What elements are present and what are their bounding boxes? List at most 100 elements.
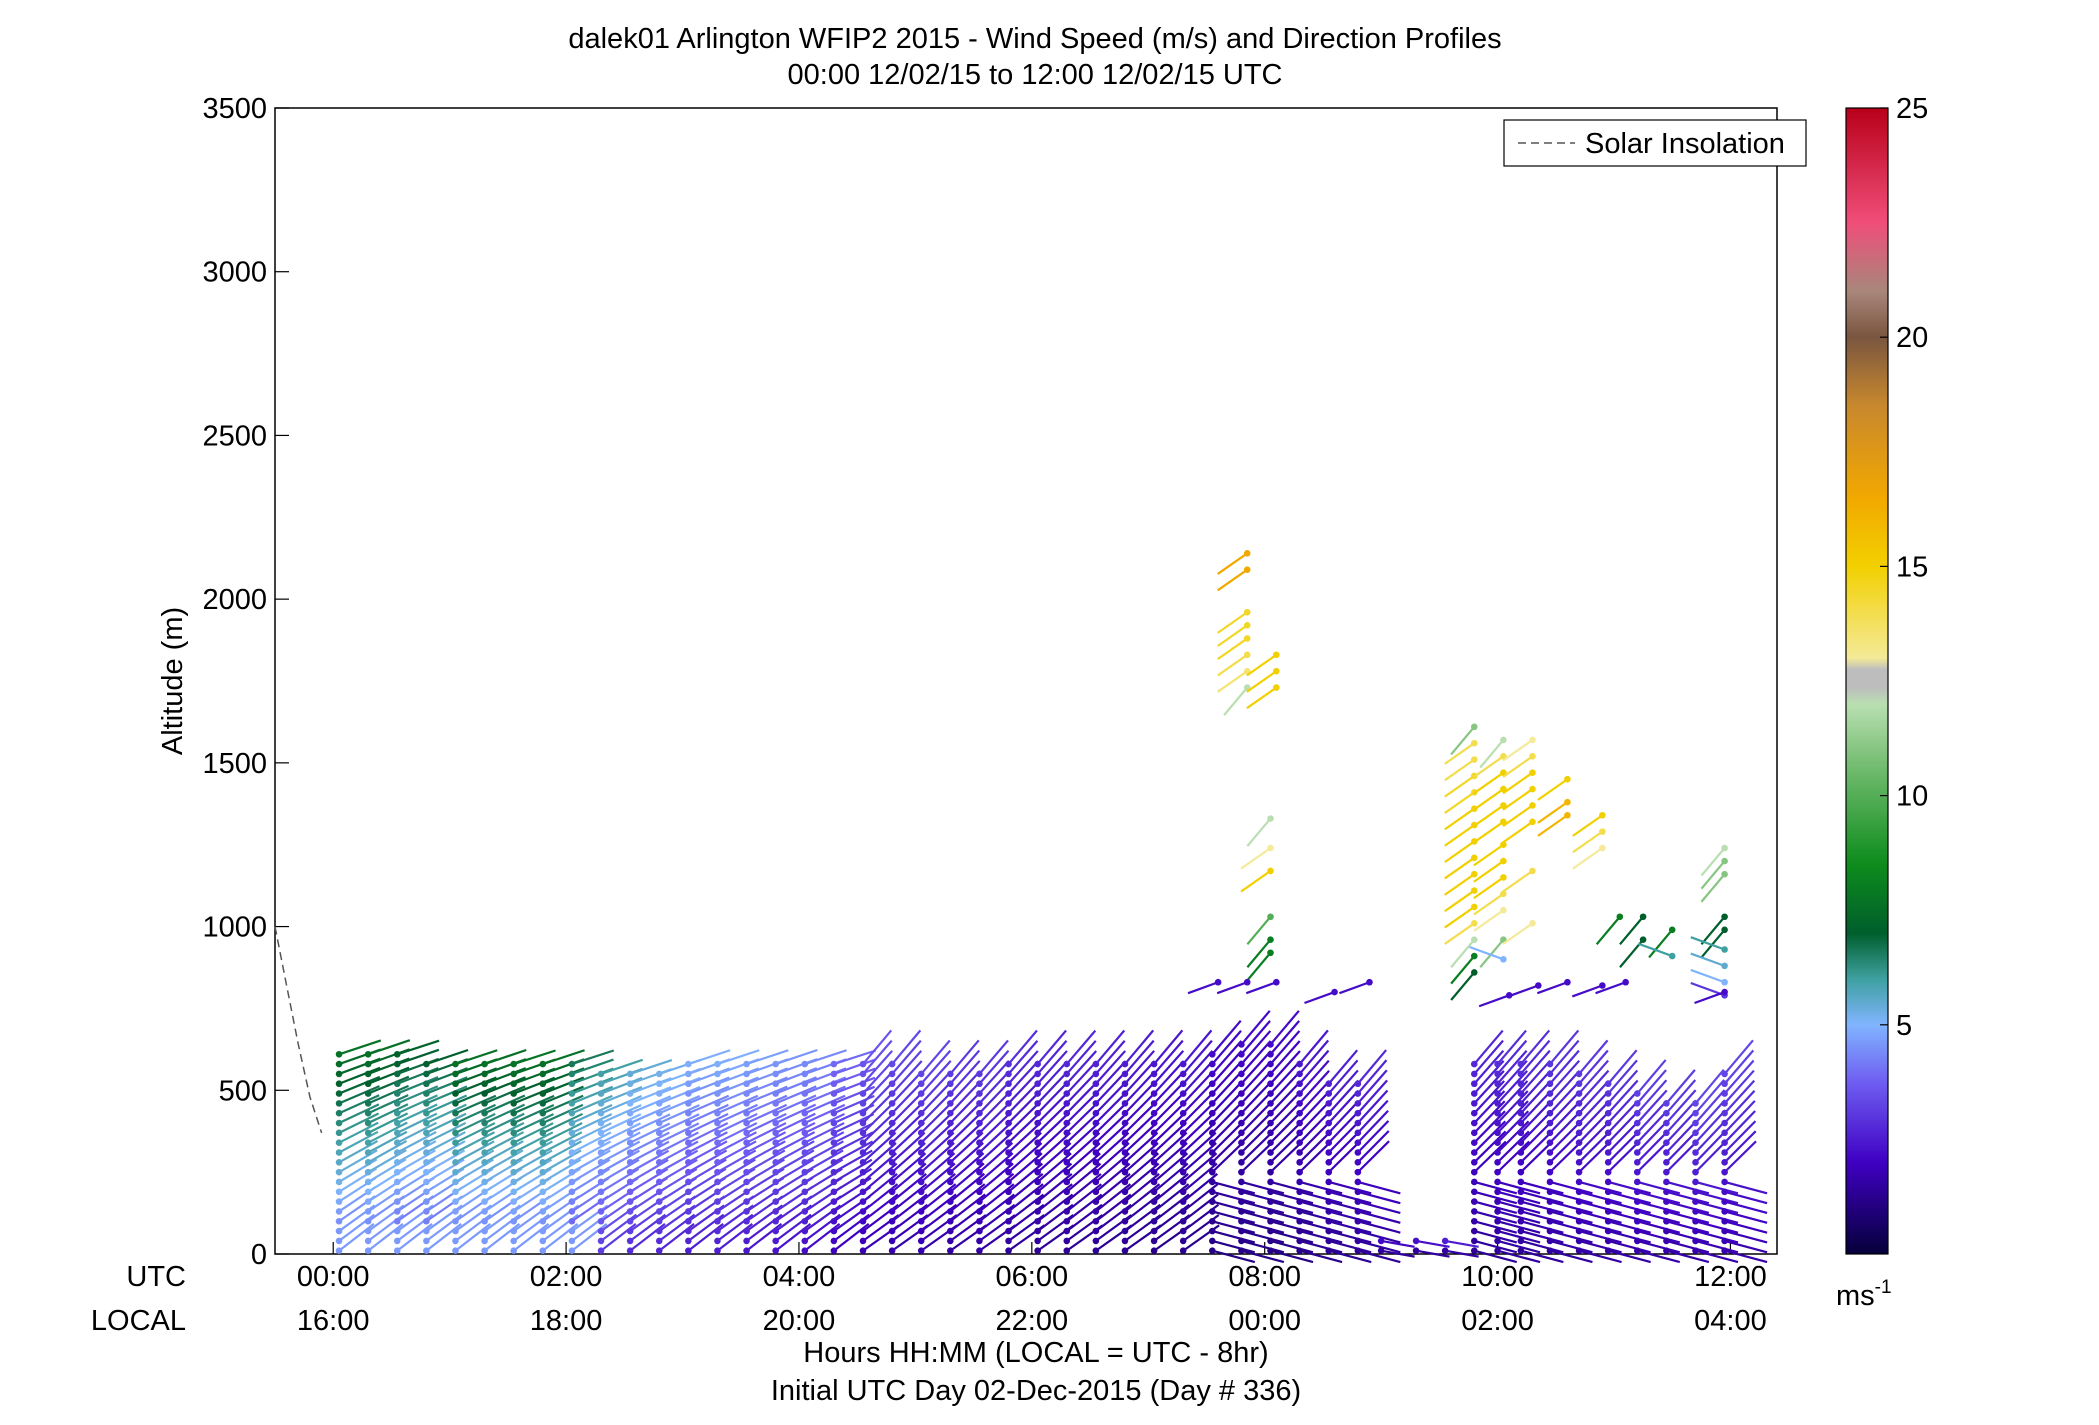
wind-barb-dot [452, 1188, 459, 1196]
wind-barb [1240, 1030, 1272, 1065]
wind-barb [833, 1140, 874, 1164]
wind-barb [1211, 1050, 1243, 1085]
wind-barb-dot [1325, 1109, 1333, 1117]
wind-barb [1636, 1109, 1669, 1144]
wind-barb [1520, 1220, 1564, 1234]
wind-barb-dot [452, 1168, 459, 1176]
wind-barb-dot [1238, 1227, 1245, 1235]
wind-barb-dot [452, 1060, 459, 1068]
wind-barb-dot [364, 1070, 372, 1078]
wind-barb-dot [1663, 1178, 1670, 1186]
wind-barb-dot [1546, 1080, 1554, 1088]
wind-barb-dot [830, 1080, 838, 1088]
wind-barb [1124, 1131, 1159, 1164]
wind-barb [1607, 1230, 1651, 1244]
wind-barb [1578, 1120, 1611, 1154]
wind-barb [1502, 788, 1534, 811]
wind-barb [1502, 870, 1534, 893]
wind-barb-dot [364, 1208, 372, 1215]
wind-barb-dot [626, 1109, 634, 1117]
wind-barb [1299, 1230, 1343, 1244]
wind-barb-dot [888, 1227, 896, 1235]
wind-barb-dot [335, 1139, 343, 1146]
wind-barb-dot [1663, 1129, 1670, 1137]
wind-barb-dot [1354, 1090, 1362, 1097]
wind-barb [1724, 1210, 1768, 1224]
wind-barb [1357, 1220, 1401, 1234]
wind-barb [1549, 1220, 1593, 1234]
wind-barb-dot [423, 1149, 430, 1156]
wind-barb-dot [1692, 1139, 1699, 1146]
wind-barb [1473, 1200, 1518, 1215]
wind-barb [658, 1085, 701, 1105]
wind-barb [1211, 1090, 1244, 1124]
wind-barb [949, 1162, 985, 1193]
wind-barb [1695, 1220, 1739, 1234]
wind-barb [833, 1076, 876, 1095]
wind-barb-dot [1546, 1119, 1554, 1127]
wind-barb [775, 1112, 816, 1134]
wind-barb [1007, 1131, 1042, 1164]
wind-barb [367, 1139, 408, 1164]
local-row-label: LOCAL [91, 1305, 186, 1337]
wind-barb-dot [976, 1090, 983, 1097]
colorbar-tick-label: 10 [1896, 781, 1928, 813]
colorbar-unit-exp: -1 [1875, 1277, 1892, 1298]
wind-barb [775, 1085, 817, 1105]
wind-barb [1241, 1200, 1285, 1215]
wind-barb-dot [685, 1080, 692, 1088]
wind-barb-dot [859, 1198, 867, 1205]
wind-barb [949, 1039, 980, 1075]
wind-barb-dot [481, 1159, 488, 1166]
wind-barb-dot [1377, 1237, 1385, 1245]
wind-barb-dot [364, 1188, 372, 1196]
wind-barb [1182, 1029, 1213, 1065]
wind-barb-dot [830, 1149, 838, 1156]
wind-barb [338, 1094, 380, 1115]
wind-barb-dot [1470, 1060, 1478, 1068]
wind-barb [1298, 1059, 1330, 1095]
wind-barb [1607, 1249, 1651, 1264]
wind-barb-dot [888, 1159, 896, 1166]
wind-barb-dot [1470, 969, 1478, 976]
wind-barb [1520, 1230, 1564, 1244]
wind-barb-dot [1034, 1100, 1041, 1107]
wind-barb-dot [714, 1227, 721, 1235]
wind-barb-dot [393, 1247, 401, 1255]
wind-barb [1723, 1120, 1757, 1154]
wind-barb-dot [1092, 1168, 1100, 1176]
wind-barb [1065, 1111, 1100, 1144]
wind-barb-dot [1721, 1159, 1728, 1166]
wind-barb [1298, 1130, 1332, 1164]
wind-barb [1636, 1210, 1681, 1224]
wind-barb [1572, 814, 1603, 837]
wind-barb-dot [597, 1100, 605, 1107]
wind-barb-dot [1517, 1227, 1525, 1235]
wind-barb-dot [976, 1198, 983, 1205]
wind-barb [1328, 1249, 1372, 1264]
wind-barb-dot [859, 1168, 867, 1176]
wind-barb-dot [1529, 802, 1536, 809]
wind-barb [571, 1113, 613, 1134]
wind-barb [1241, 1239, 1285, 1254]
wind-barb-dot [1692, 1129, 1699, 1137]
wind-barb-dot [481, 1060, 488, 1068]
wind-barb-dot [1494, 1119, 1501, 1127]
wind-barb-dot [1441, 1237, 1449, 1245]
wind-barb-dot [772, 1227, 779, 1235]
wind-barb-dot [481, 1109, 488, 1117]
wind-barb-dot [1325, 1178, 1333, 1186]
wind-barb [629, 1113, 671, 1134]
wind-barb-dot [568, 1198, 576, 1205]
wind-barb [1695, 1249, 1739, 1264]
wind-barb [1694, 1099, 1726, 1134]
wind-barb [1240, 1140, 1274, 1173]
wind-barb [571, 1058, 614, 1075]
wind-barb-dot [1663, 1100, 1670, 1107]
wind-barb-dot [1639, 936, 1647, 943]
wind-barb [425, 1076, 468, 1095]
wind-barb [1636, 1089, 1668, 1124]
wind-barb-dot [1179, 1080, 1187, 1088]
wind-barb-dot [714, 1070, 721, 1078]
